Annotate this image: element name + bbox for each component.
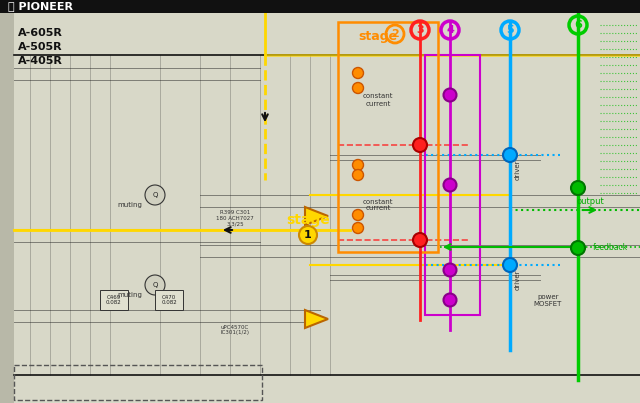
Text: stage: stage [286,213,330,227]
Bar [0,13,14,403]
Text: Q: Q [152,192,157,198]
Bar [100,290,128,310]
Circle shape [145,275,165,295]
Text: muting: muting [118,202,143,208]
Circle shape [444,89,456,102]
Text: C470
0.082: C470 0.082 [161,295,177,305]
Text: 6: 6 [574,20,582,30]
Circle shape [353,222,364,233]
Text: 5: 5 [506,25,514,35]
Circle shape [353,83,364,93]
Circle shape [353,210,364,220]
Text: driver: driver [515,160,521,181]
Bar [14,365,262,400]
Bar [0,0,640,13]
Polygon shape [305,310,328,328]
Text: 3: 3 [416,25,424,35]
Circle shape [353,67,364,79]
Text: 1: 1 [304,230,312,240]
Text: Q: Q [152,282,157,288]
Circle shape [571,241,585,255]
Circle shape [571,181,585,195]
Text: constant
current: constant current [363,93,393,106]
Text: A-505R: A-505R [18,42,63,52]
Circle shape [503,148,517,162]
Text: C469
0.082: C469 0.082 [106,295,122,305]
Circle shape [353,160,364,170]
Circle shape [444,179,456,191]
Text: output: output [576,197,604,206]
Text: uPC4570C
IC301(1/2): uPC4570C IC301(1/2) [221,324,250,335]
Circle shape [145,185,165,205]
Polygon shape [305,207,328,225]
Text: R399 C301
180 ACH7027
3.3/25: R399 C301 180 ACH7027 3.3/25 [216,210,254,226]
Text: driver: driver [515,270,521,291]
Circle shape [353,170,364,181]
Circle shape [503,258,517,272]
Bar [338,22,438,252]
Circle shape [413,233,427,247]
Text: power
MOSFET: power MOSFET [534,293,562,307]
Text: 4: 4 [446,25,454,35]
Text: muting: muting [118,292,143,298]
Text: stage: stage [358,30,397,43]
Bar [425,55,480,315]
Circle shape [444,293,456,307]
Bar [155,290,183,310]
Text: Ⓟ PIONEER: Ⓟ PIONEER [8,1,73,11]
Circle shape [413,138,427,152]
Text: A-605R: A-605R [18,28,63,38]
Text: constant
current: constant current [363,199,393,212]
Text: feedback: feedback [593,243,628,253]
Text: A-405R: A-405R [18,56,63,66]
Circle shape [299,226,317,244]
Circle shape [444,264,456,276]
Text: 2: 2 [391,29,399,39]
